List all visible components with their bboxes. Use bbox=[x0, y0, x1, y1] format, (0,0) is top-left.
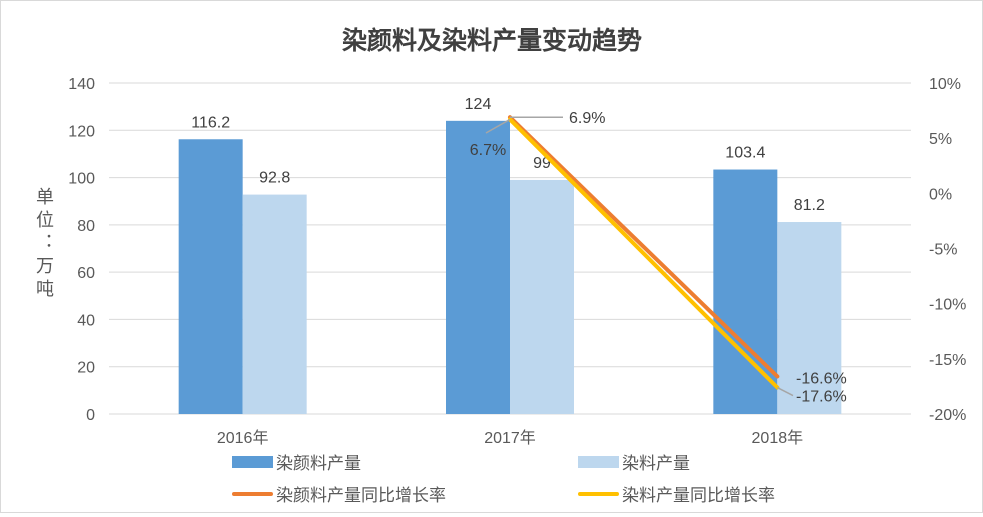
line-series bbox=[508, 115, 780, 379]
x-tick-label: 2016年 bbox=[217, 429, 269, 447]
bar-data-label: 81.2 bbox=[794, 197, 825, 214]
line-data-label: -17.6% bbox=[796, 389, 847, 406]
legend-label: 染料产量 bbox=[622, 454, 690, 473]
x-tick-label: 2017年 bbox=[484, 429, 536, 447]
y2-tick-label: -5% bbox=[929, 242, 957, 259]
legend-label: 染料产量同比增长率 bbox=[622, 486, 775, 505]
y-tick-label: 120 bbox=[68, 123, 95, 140]
x-tick-label: 2018年 bbox=[752, 429, 804, 447]
line-data-label: 6.9% bbox=[569, 110, 605, 127]
chart-title: 染颜料及染料产量变动趋势 bbox=[342, 26, 642, 55]
y2-tick-label: 10% bbox=[929, 76, 961, 93]
bar bbox=[242, 194, 307, 414]
legend-swatch bbox=[232, 456, 273, 468]
y2-tick-label: -15% bbox=[929, 352, 966, 369]
bar-data-label: 92.8 bbox=[259, 170, 290, 187]
leader-line bbox=[485, 118, 511, 134]
y2-tick-label: 5% bbox=[929, 131, 952, 148]
bar-data-label: 116.2 bbox=[191, 114, 230, 131]
y2-tick-label: -20% bbox=[929, 407, 966, 424]
line-data-label: -16.6% bbox=[796, 370, 847, 387]
bar-data-label: 103.4 bbox=[725, 145, 765, 162]
bar-data-label: 99 bbox=[533, 155, 551, 172]
bar-data-label: 124 bbox=[465, 96, 492, 113]
y2-tick-label: -10% bbox=[929, 297, 966, 314]
y-tick-label: 60 bbox=[77, 265, 95, 282]
leader-line bbox=[776, 386, 794, 397]
legend-label: 染颜料产量 bbox=[276, 454, 361, 473]
bar bbox=[178, 139, 243, 414]
bar bbox=[446, 120, 510, 414]
bar bbox=[510, 179, 574, 414]
legend-swatch bbox=[578, 456, 619, 468]
y2-tick-label: 0% bbox=[929, 186, 952, 203]
y-tick-label: 100 bbox=[68, 171, 95, 188]
legend-label: 染颜料产量同比增长率 bbox=[276, 486, 446, 505]
y-tick-label: 0 bbox=[86, 407, 95, 424]
y-tick-label: 40 bbox=[77, 312, 95, 329]
bar bbox=[777, 222, 842, 414]
bar bbox=[713, 169, 778, 414]
line-data-label: 6.7% bbox=[470, 142, 506, 159]
line-series bbox=[508, 117, 780, 390]
y-tick-label: 20 bbox=[77, 360, 95, 377]
y-axis-label: 单位：万吨 bbox=[33, 187, 54, 302]
y-tick-label: 140 bbox=[68, 76, 95, 93]
y-tick-label: 80 bbox=[77, 218, 95, 235]
